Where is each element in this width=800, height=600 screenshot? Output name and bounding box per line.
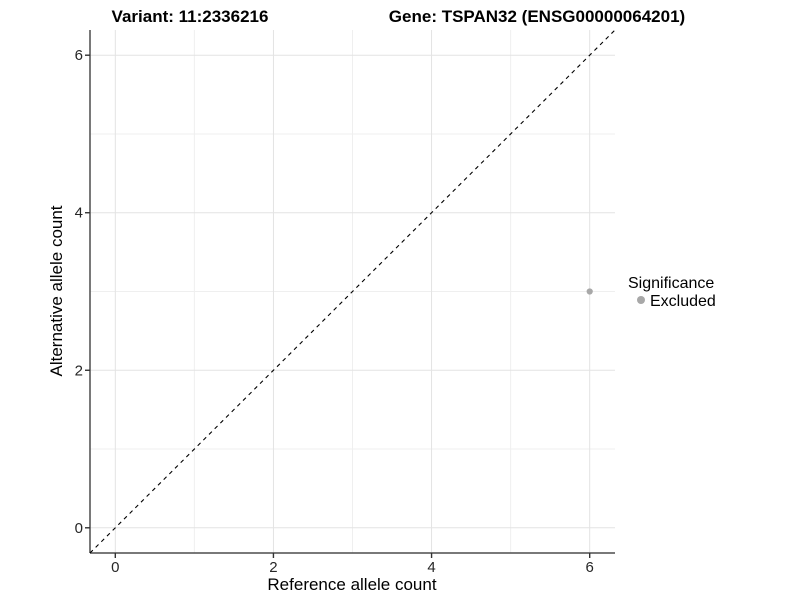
x-axis-title: Reference allele count (267, 575, 436, 594)
y-tick-label: 2 (75, 362, 83, 379)
data-points (586, 288, 593, 295)
x-tick-label: 2 (269, 559, 277, 576)
plot-title-gene: Gene: TSPAN32 (ENSG00000064201) (389, 7, 685, 26)
identity-line-group (89, 29, 616, 554)
y-tick-label: 4 (75, 205, 83, 222)
data-point (586, 288, 593, 295)
legend-title: Significance (628, 275, 714, 292)
y-axis-title: Alternative allele count (47, 205, 66, 376)
identity-line (89, 29, 616, 554)
tick-labels: 0 2 4 6 0 2 4 6 (75, 47, 594, 576)
plot-title-variant: Variant: 11:2336216 (112, 7, 269, 26)
legend: Significance Excluded (628, 275, 716, 310)
y-tick-label: 0 (75, 520, 83, 537)
tick-marks (85, 54, 591, 558)
x-tick-label: 6 (586, 559, 594, 576)
y-tick-label: 6 (75, 47, 83, 64)
legend-swatch-icon (637, 296, 645, 304)
axis-lines (89, 30, 615, 554)
x-tick-label: 4 (427, 559, 435, 576)
x-tick-label: 0 (111, 559, 119, 576)
legend-entry-label: Excluded (650, 293, 716, 310)
gridlines-major (90, 30, 615, 553)
